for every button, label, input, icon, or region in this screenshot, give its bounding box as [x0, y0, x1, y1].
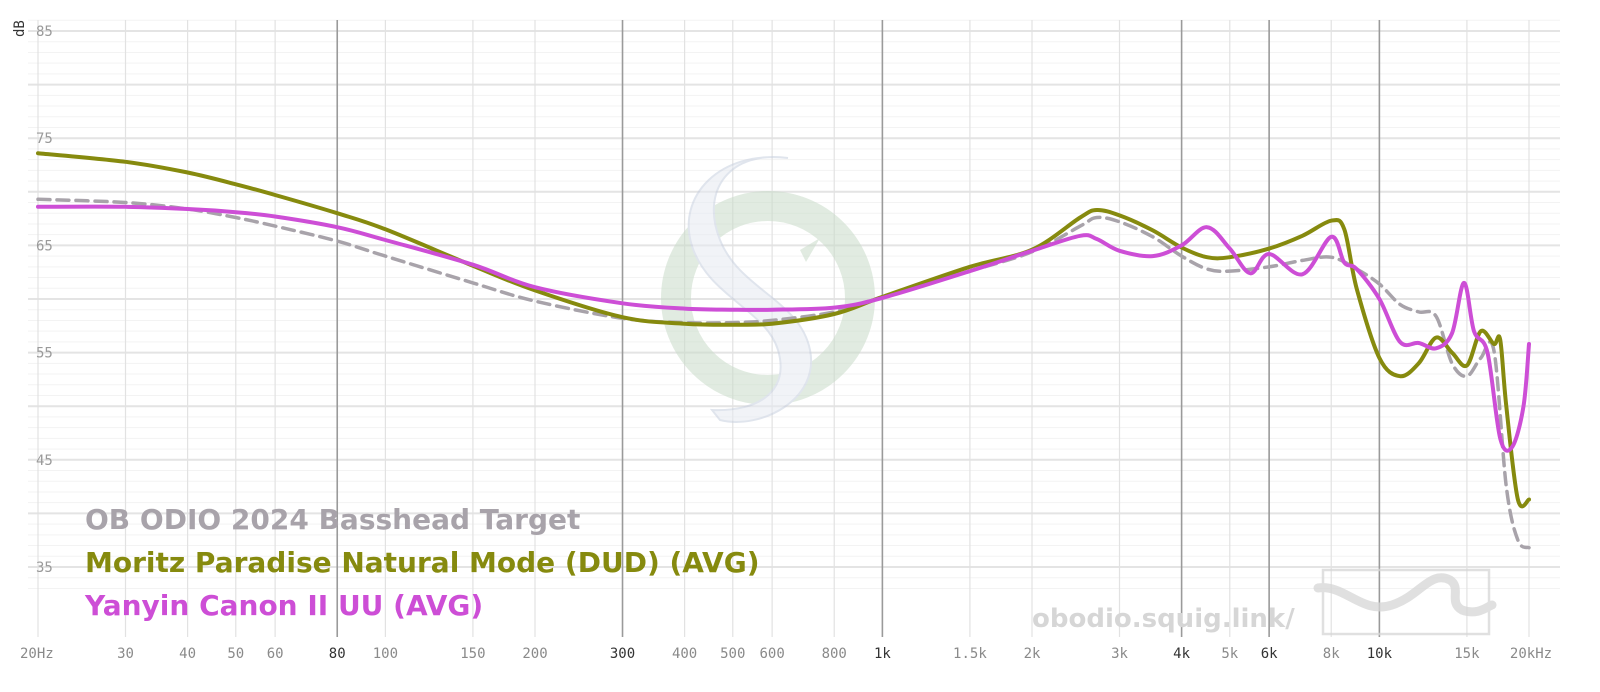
series-line-2 [36, 151, 1531, 509]
y-tick-label: 65 [36, 238, 53, 254]
series-lines [36, 151, 1531, 550]
y-tick-label: 55 [36, 346, 53, 362]
x-tick-label: 1.5k [953, 646, 987, 662]
x-tick-label: 200 [522, 646, 547, 662]
squig-s-logo-icon [661, 155, 875, 423]
x-tick-label: 15k [1454, 646, 1480, 662]
squiggle-logo-icon [1313, 568, 1497, 636]
x-tick-label: 20Hz [20, 646, 54, 662]
x-tick-label: 60 [267, 646, 284, 662]
x-tick-label: 5k [1221, 646, 1238, 662]
x-tick-label: 500 [720, 646, 745, 662]
series-line-1 [36, 197, 1531, 550]
x-tick-label: 600 [759, 646, 784, 662]
x-axis-ticks: 20Hz 30 40 50 60 80 100 150 200 300 400 500 600 800 1k… [20, 646, 1552, 662]
legend: OB ODIO 2024 Basshead Target Moritz Parad… [84, 503, 760, 622]
x-tick-label: 40 [179, 646, 196, 662]
y-axis-label: dB [12, 20, 28, 37]
legend-entry: Yanyin Canon II UU (AVG) [84, 589, 483, 622]
grid [28, 19, 1560, 637]
legend-entry: Moritz Paradise Natural Mode (DUD) (AVG) [85, 546, 760, 579]
watermark-url: obodio.squig.link/ [1032, 604, 1295, 634]
y-tick-label: 45 [36, 453, 53, 469]
x-tick-label: 50 [227, 646, 244, 662]
x-tick-label: 400 [672, 646, 697, 662]
series-line-3 [36, 204, 1531, 453]
y-axis-ticks: 85 75 65 55 45 35 [36, 24, 53, 576]
x-tick-label: 4k [1173, 646, 1190, 662]
y-tick-label: 85 [36, 24, 53, 40]
legend-entry: OB ODIO 2024 Basshead Target [85, 503, 580, 536]
x-tick-label: 10k [1367, 646, 1393, 662]
x-tick-label: 6k [1261, 646, 1278, 662]
y-tick-label: 75 [36, 131, 53, 147]
x-tick-label: 3k [1111, 646, 1128, 662]
x-tick-label: 20kHz [1510, 646, 1552, 662]
x-tick-label: 8k [1323, 646, 1340, 662]
x-tick-label: 30 [117, 646, 134, 662]
x-tick-label: 80 [329, 646, 346, 662]
x-tick-label: 2k [1024, 646, 1041, 662]
y-tick-label: 35 [36, 560, 53, 576]
x-tick-label: 1k [874, 646, 891, 662]
x-tick-label: 100 [373, 646, 398, 662]
x-tick-label: 300 [610, 646, 635, 662]
x-tick-label: 800 [822, 646, 847, 662]
x-tick-label: 150 [460, 646, 485, 662]
